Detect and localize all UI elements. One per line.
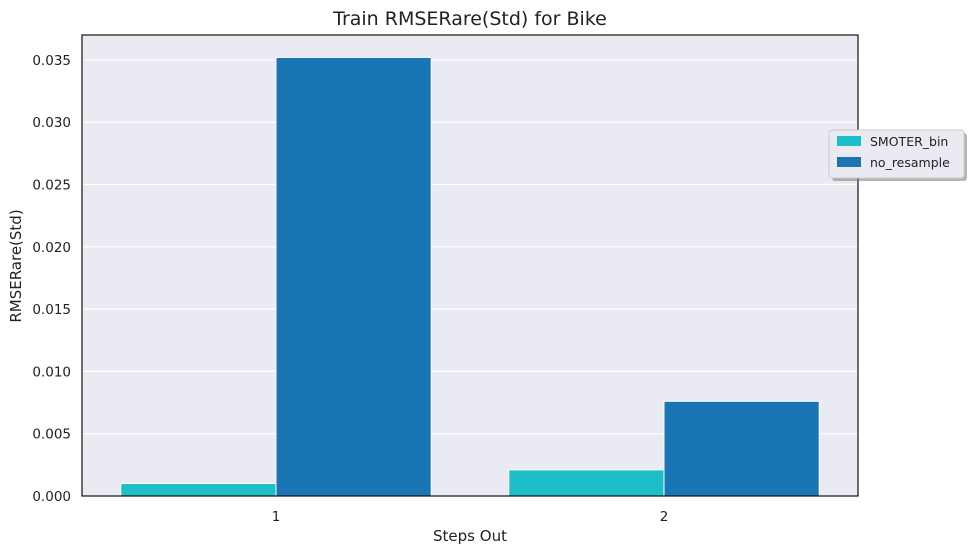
y-axis-ticks: 0.000 0.005 0.010 0.015 0.020 0.025 0.030 0.035 <box>32 53 71 505</box>
bar-no_resample-1 <box>275 56 432 497</box>
y-tick-label: 0.010 <box>32 364 71 380</box>
legend-label: SMOTER_bin <box>870 134 948 149</box>
y-tick-label: 0.015 <box>32 302 71 318</box>
y-tick-label: 0.030 <box>32 115 71 131</box>
y-tick-label: 0.000 <box>32 489 71 505</box>
legend: SMOTER_bin no_resample <box>828 129 967 181</box>
x-tick-label: 1 <box>272 509 281 525</box>
bar-SMOTER_bin-1 <box>120 483 277 497</box>
y-tick-label: 0.025 <box>32 178 71 194</box>
bar-SMOTER_bin-2 <box>508 469 665 497</box>
y-axis-label: RMSERare(Std) <box>7 209 25 322</box>
legend-box <box>828 129 965 179</box>
y-tick-label: 0.020 <box>32 240 71 256</box>
legend-swatch <box>837 136 861 146</box>
x-axis-label: Steps Out <box>433 527 507 545</box>
legend-swatch <box>837 157 861 167</box>
plot-frame <box>81 34 859 497</box>
legend-label: no_resample <box>870 155 950 170</box>
y-tick-label: 0.035 <box>32 53 71 69</box>
bars <box>120 56 820 497</box>
x-tick-label: 2 <box>660 509 669 525</box>
bar-no_resample-2 <box>663 400 820 497</box>
y-tick-label: 0.005 <box>32 427 71 443</box>
chart-title: Train RMSERare(Std) for Bike <box>332 8 607 30</box>
